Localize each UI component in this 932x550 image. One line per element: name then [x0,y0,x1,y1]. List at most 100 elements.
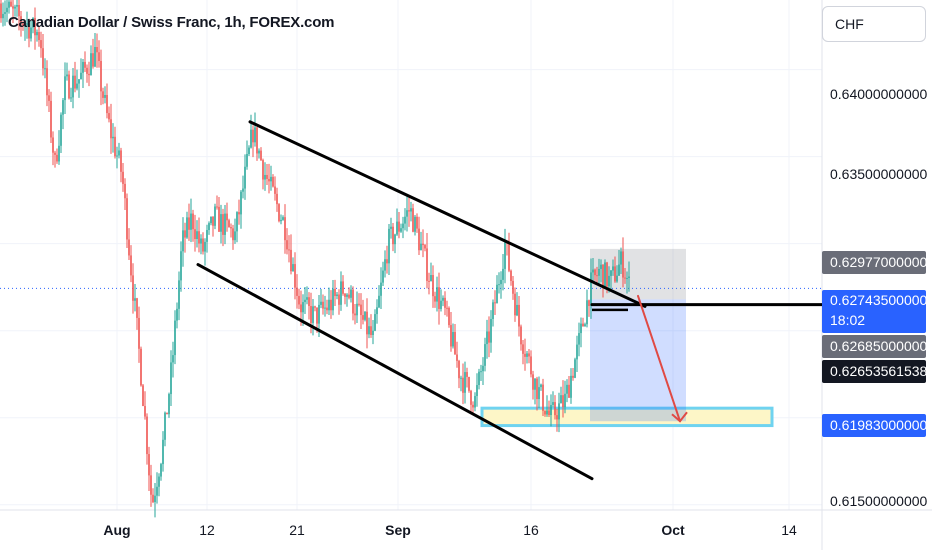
stop-loss-zone [590,248,686,300]
x-tick-label: 14 [781,522,797,538]
candle-body [570,375,572,398]
candle-body [398,221,400,232]
candle-body [404,216,406,224]
bar-countdown: 18:02 [830,312,866,328]
candle-body [174,320,176,356]
candle-body [458,360,460,379]
candle-body [162,439,164,465]
candle-body [344,293,346,297]
candle-body [98,52,100,61]
candle-body [122,171,124,184]
candle-body [566,384,568,394]
candle-body [292,264,294,272]
candle-body [262,160,264,180]
candle-body [396,221,398,235]
candle-body [54,152,56,155]
candle-body [390,226,392,229]
candle-body [238,212,240,215]
candle-body [326,307,328,311]
candle-body [218,206,220,232]
candle-body [124,183,126,199]
candle-body [214,206,216,226]
candle-body [410,208,412,212]
candle-body [524,353,526,357]
candle-body [22,23,24,27]
candle-body [254,127,256,143]
candle-body [592,269,594,273]
candle-body [466,372,468,377]
candle-body [46,68,48,96]
trend-drawings [196,120,824,481]
candle-body [420,243,422,251]
candle-body [432,275,434,297]
last-price-value: 0.62743500000 [830,292,928,308]
candle-body [564,393,566,408]
candle-body [88,73,90,76]
candle-body [464,372,466,393]
candlestick-series [0,0,630,518]
candle-body [552,402,554,405]
candle-body [44,68,46,70]
candle-body [508,243,510,271]
candle-body [612,266,614,271]
candle-body [186,217,188,238]
candle-body [626,278,628,280]
candle-body [534,378,536,390]
candle-body [74,75,76,89]
candle-body [198,231,200,244]
candle-body [408,210,410,212]
candle-body [194,229,196,240]
candle-body [50,100,52,138]
candle-body [118,150,120,156]
candle-body [378,295,380,308]
candle-body [400,228,402,232]
candle-body [624,277,626,279]
candle-body [442,297,444,301]
candle-body [286,240,288,250]
candle-body [434,296,436,302]
candle-body [550,404,552,415]
candle-body [26,23,28,26]
candle-body [282,217,284,220]
candle-body [608,275,610,287]
candle-body [316,307,318,324]
target-low-price-tag: 0.61983000000 [822,414,927,437]
candle-body [386,259,388,264]
candle-body [102,91,104,98]
candle-body [72,75,74,98]
candle-body [610,270,612,276]
candle-body [126,198,128,240]
last-price-tag: 0.62743500000 18:02 [822,290,928,333]
take-profit-zone [590,299,686,422]
candle-body [234,231,236,241]
candle-body [168,394,170,415]
candle-body [548,410,550,415]
candle-body [172,355,174,363]
candle-body [192,213,194,230]
candle-body [472,404,474,408]
candle-body [480,371,482,373]
candle-body [394,234,396,245]
candle-body [512,280,514,294]
candle-body [614,266,616,282]
x-tick-label: 21 [289,522,305,538]
candle-body [376,307,378,315]
currency-button[interactable]: CHF [822,6,926,42]
candle-body [596,275,598,277]
candle-body [354,313,356,316]
candle-body [0,3,2,19]
candle-body [334,288,336,297]
candle-body [526,353,528,357]
candle-body [588,300,590,307]
candle-body [200,238,202,244]
candle-body [582,323,584,327]
candle-body [298,295,300,305]
candle-body [158,476,160,487]
candle-body [492,302,494,319]
candle-body [76,83,78,89]
candle-body [572,375,574,378]
candle-body [184,230,186,238]
candle-body [140,348,142,386]
x-tick-label: 12 [199,522,215,538]
